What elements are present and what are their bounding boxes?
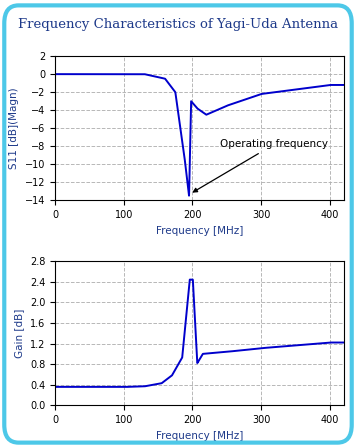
Text: Frequency Characteristics of Yagi-Uda Antenna: Frequency Characteristics of Yagi-Uda An… bbox=[18, 18, 338, 31]
Y-axis label: S11 [dB](Magn): S11 [dB](Magn) bbox=[9, 87, 20, 169]
Y-axis label: Gain [dB]: Gain [dB] bbox=[15, 309, 25, 358]
X-axis label: Frequency [MHz]: Frequency [MHz] bbox=[156, 226, 243, 236]
Text: Operating frequency: Operating frequency bbox=[193, 139, 328, 192]
X-axis label: Frequency [MHz]: Frequency [MHz] bbox=[156, 431, 243, 441]
